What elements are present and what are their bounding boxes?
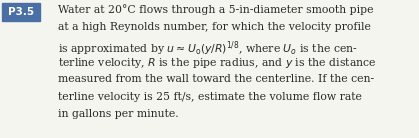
Text: at a high Reynolds number, for which the velocity profile: at a high Reynolds number, for which the… xyxy=(58,22,371,31)
Text: is approximated by $u \approx U_\mathrm{o}(y/R)^{1/8}$, where $U_o$ is the cen-: is approximated by $u \approx U_\mathrm{… xyxy=(58,39,358,58)
FancyBboxPatch shape xyxy=(2,3,40,21)
Text: terline velocity, $R$ is the pipe radius, and $y$ is the distance: terline velocity, $R$ is the pipe radius… xyxy=(58,56,377,71)
Text: terline velocity is 25 ft/s, estimate the volume flow rate: terline velocity is 25 ft/s, estimate th… xyxy=(58,91,362,102)
Text: in gallons per minute.: in gallons per minute. xyxy=(58,109,178,119)
Text: Water at 20°C flows through a 5-in-diameter smooth pipe: Water at 20°C flows through a 5-in-diame… xyxy=(58,4,373,15)
Text: P3.5: P3.5 xyxy=(8,7,34,17)
Text: measured from the wall toward the centerline. If the cen-: measured from the wall toward the center… xyxy=(58,74,374,84)
